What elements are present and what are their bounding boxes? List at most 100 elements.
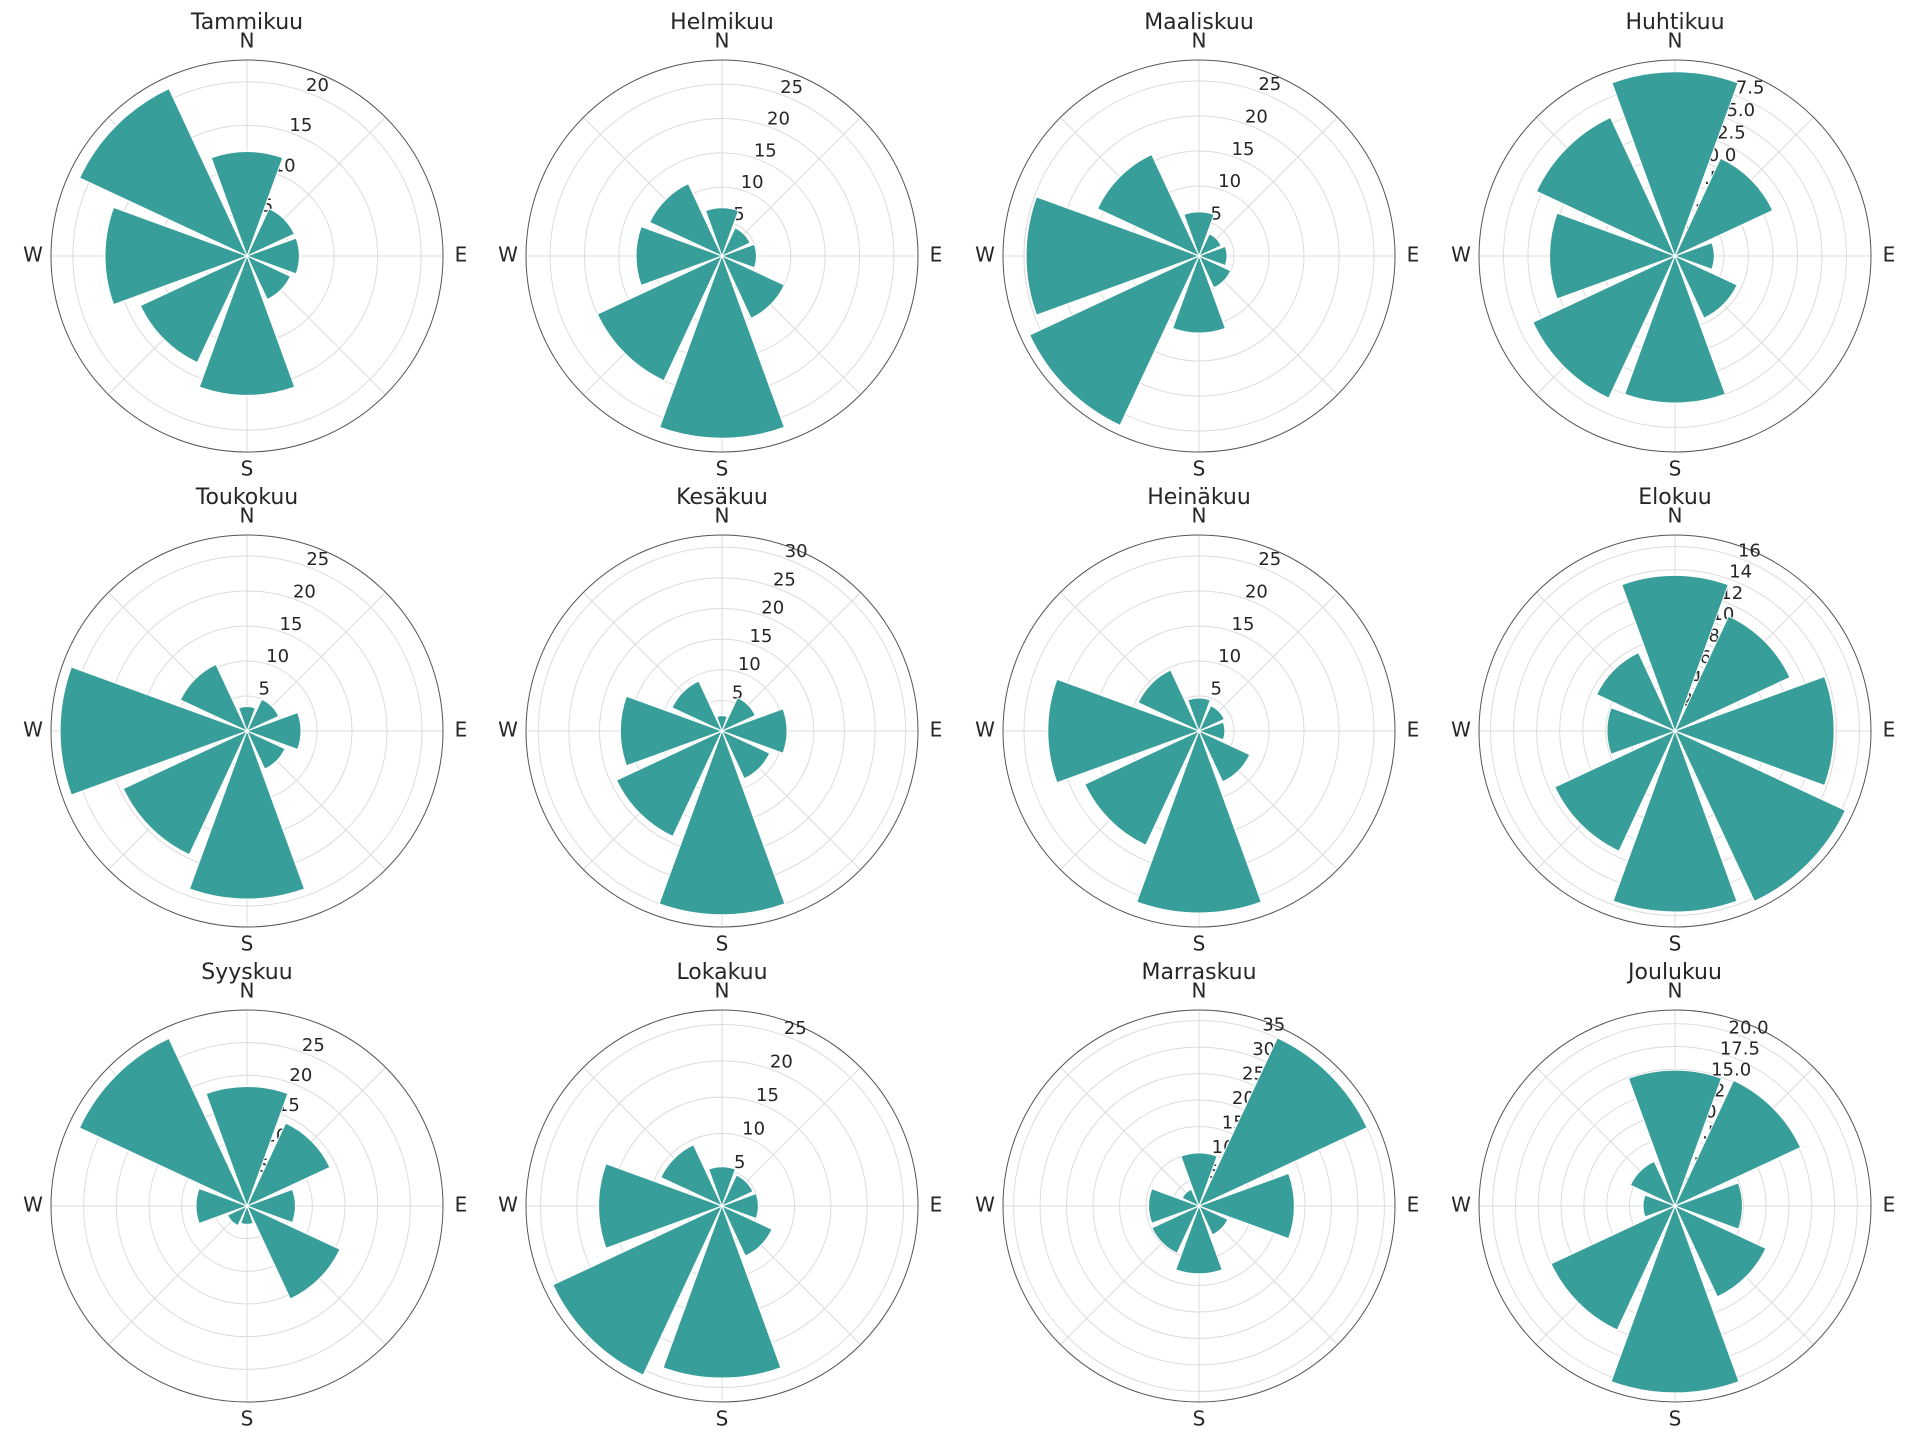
bar [240,1204,254,1225]
bar [658,729,786,916]
r-tick-label: 10 [742,1119,765,1140]
spoke [108,1205,248,1345]
r-tick-label: 6 [1700,647,1711,668]
bar [720,1174,754,1208]
bar [704,207,740,258]
outer-frame [1002,534,1396,928]
bar [237,706,257,733]
bar [59,666,249,796]
bar [662,1204,782,1379]
r-tick-label: 35 [1262,1014,1285,1035]
direction-label: N [1192,979,1207,1003]
r-tick-label: 15.0 [1711,1059,1751,1080]
bar [1673,254,1738,319]
r-tick-label: 5 [1207,1161,1218,1182]
bar [720,227,751,258]
direction-label: N [1192,29,1207,53]
direction-label: N [715,29,730,53]
r-tick-label: 15 [756,1085,779,1106]
r-tick-label: 2 [1682,689,1693,710]
bar [1084,729,1201,846]
r-tick-label: 20 [293,581,316,602]
bar [1137,669,1201,733]
direction-label: S [1669,1407,1682,1431]
chart-title: Elokuu [1638,485,1711,510]
chart-title: Helmikuu [670,10,774,35]
r-tick-label: 20 [1245,581,1268,602]
direction-label: S [716,457,729,481]
outer-frame [50,59,444,453]
r-tick-label: 15 [1232,614,1255,635]
r-tick-label: 25 [302,1035,325,1056]
r-tick-label: 14 [1729,562,1752,583]
direction-label: S [1193,1407,1206,1431]
bar [1624,254,1726,404]
bar [245,1188,296,1224]
direction-label: E [1407,718,1420,742]
bar [205,1085,289,1208]
chart-title: Tammikuu [190,10,303,35]
outer-frame [525,59,919,453]
bar [179,663,249,733]
bar [1535,116,1677,258]
bar [1606,707,1677,755]
r-tick-label: 5 [258,678,269,699]
r-tick-label: 20.0 [1729,1017,1769,1038]
outer-frame [525,534,919,928]
bar [1550,1204,1677,1331]
bar [720,1204,773,1257]
chart-title: Heinäkuu [1147,485,1251,510]
r-tick-label: 5 [734,1152,745,1173]
direction-label: S [241,457,254,481]
bar [1180,1152,1218,1208]
direction-label: E [930,243,943,267]
bar [1096,153,1201,258]
bar [1549,212,1677,300]
r-tick-label: 8 [1708,626,1719,647]
direction-label: S [241,1407,254,1431]
bar [1595,651,1677,733]
bar [1197,1172,1295,1240]
direction-label: S [241,932,254,956]
r-tick-label: 5 [733,204,744,225]
bar [615,729,724,838]
r-tick-label: 5 [1210,203,1221,224]
r-tick-label: 20 [1245,106,1268,127]
chart-title: Toukokuu [195,485,298,510]
direction-label: W [498,1193,518,1217]
bar [1612,729,1738,913]
outer-frame [1478,59,1872,453]
bar [188,729,306,900]
bar [245,207,296,258]
bar [1642,1194,1677,1218]
spoke [1060,1067,1200,1207]
r-tick-label: 10 [1218,646,1241,667]
direction-label: E [455,718,468,742]
bar [720,729,771,780]
direction-label: W [975,1193,995,1217]
r-tick-label: 10 [266,646,289,667]
outer-frame [1478,1009,1872,1403]
outer-frame [525,1009,919,1403]
chart-title: Maaliskuu [1144,10,1254,35]
bar [245,1204,341,1300]
direction-label: N [1668,29,1683,53]
outer-frame [1002,1009,1396,1403]
r-tick-label: 25 [1258,549,1281,570]
bar [1554,729,1677,852]
bar [671,680,724,733]
r-tick-label: 20 [761,598,784,619]
direction-label: S [1669,932,1682,956]
bar [1197,254,1232,289]
bar [1025,196,1201,316]
r-tick-label: 15 [280,614,303,635]
r-tick-label: 10 [741,172,764,193]
bar [122,729,249,856]
direction-label: W [1451,1193,1471,1217]
bar [720,254,785,319]
r-tick-label: 10 [1218,171,1241,192]
bar [1673,241,1715,271]
r-tick-label: 5 [258,1156,269,1177]
bar [635,225,724,287]
direction-label: E [930,718,943,742]
